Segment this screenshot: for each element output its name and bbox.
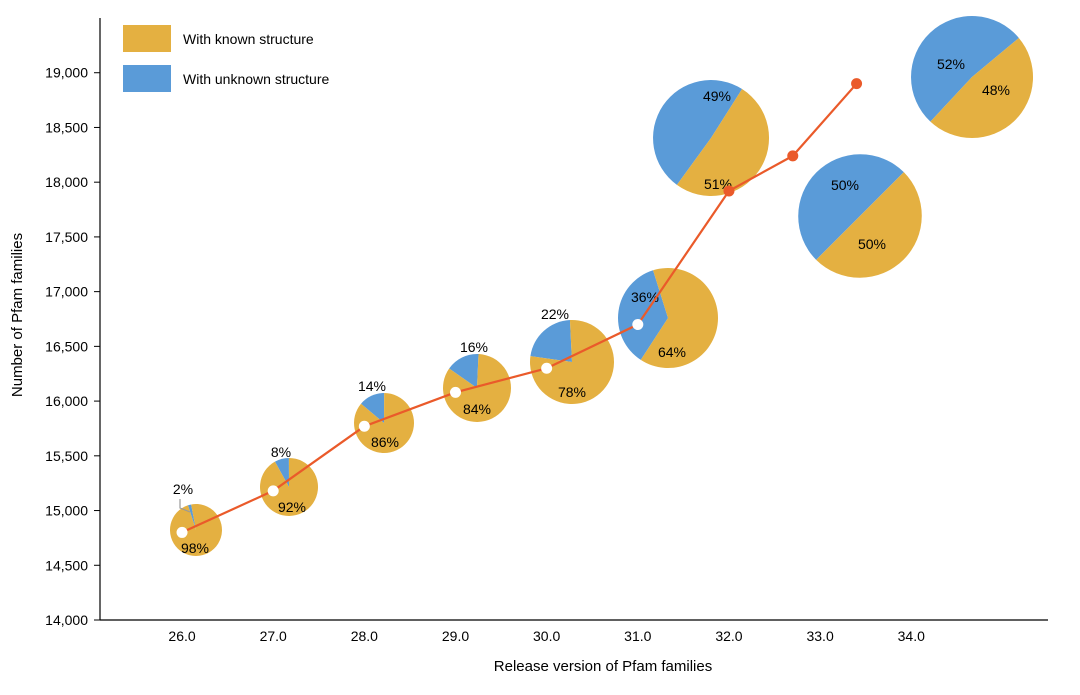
x-axis-title: Release version of Pfam families xyxy=(494,658,712,675)
pie-label-known: 64% xyxy=(658,344,686,360)
pie-slice-unknown xyxy=(653,80,743,185)
axes xyxy=(99,18,1048,621)
y-tick-label: 16,500 xyxy=(45,338,88,354)
pie-release-32.0: 51%49% xyxy=(653,80,770,197)
pie-release-31.0: 64% 36% xyxy=(618,268,719,369)
pie-release-33.0: 50% 50% xyxy=(798,154,922,278)
pie-slice-known xyxy=(676,89,770,197)
y-tick-label: 14,000 xyxy=(45,612,88,628)
pie-slice-known xyxy=(930,37,1034,139)
y-tick-label: 15,500 xyxy=(45,448,88,464)
pie-label-unknown: 14% xyxy=(358,378,386,394)
data-point xyxy=(358,420,370,432)
pie-release-28.0: 86% 14% xyxy=(354,378,415,453)
pie-slice-unknown xyxy=(274,458,289,487)
x-tick-label: 32.0 xyxy=(715,628,742,644)
legend-swatch-unknown xyxy=(123,65,171,92)
x-tick-label: 29.0 xyxy=(442,628,469,644)
data-point xyxy=(541,362,553,374)
pie-label-unknown: 50% xyxy=(831,177,859,193)
y-tick-label: 18,000 xyxy=(45,174,88,190)
pie-label-unknown: 36% xyxy=(631,289,659,305)
pie-release-34.0: 48% 52% xyxy=(911,16,1034,139)
y-tick-label: 14,500 xyxy=(45,557,88,573)
pie-label-unknown: 8% xyxy=(271,444,291,460)
x-tick-labels: 26.0 27.0 28.0 29.0 30.0 31.0 32.0 33.0 34.0 xyxy=(168,628,925,644)
pie-slice-known xyxy=(260,457,319,516)
data-point xyxy=(851,78,863,90)
y-tick-labels: 14,000 14,500 15,000 15,500 16,000 16,500 17,0… xyxy=(45,65,100,628)
y-axis-title: Number of Pfam families xyxy=(9,233,26,397)
pie-slice-unknown xyxy=(361,392,385,423)
y-tick-label: 18,500 xyxy=(45,119,88,135)
pie-slice-unknown xyxy=(530,320,572,362)
y-tick-label: 15,000 xyxy=(45,503,88,519)
pie-slice-known xyxy=(442,354,511,423)
pie-label-known: 92% xyxy=(278,499,306,515)
legend-label-unknown: With unknown structure xyxy=(183,71,329,87)
pie-label-known: 50% xyxy=(858,236,886,252)
pie-slice-known xyxy=(530,319,615,404)
pie-slice-unknown xyxy=(798,154,904,260)
pie-label-unknown: 52% xyxy=(937,56,965,72)
pie-slice-unknown xyxy=(187,504,196,530)
x-tick-label: 27.0 xyxy=(260,628,287,644)
y-tick-label: 17,500 xyxy=(45,229,88,245)
pie-label-unknown: 16% xyxy=(460,339,488,355)
x-tick-label: 26.0 xyxy=(168,628,195,644)
x-tick-label: 28.0 xyxy=(351,628,378,644)
pie-label-known: 78% xyxy=(558,384,586,400)
data-point xyxy=(723,185,735,197)
y-tick-label: 16,000 xyxy=(45,393,88,409)
legend: With known structure With unknown struct… xyxy=(123,25,329,92)
y-tick-label: 17,000 xyxy=(45,284,88,300)
pie-slice-unknown xyxy=(911,16,1019,122)
data-point xyxy=(176,526,188,538)
data-point xyxy=(267,485,279,497)
pie-slice-known xyxy=(816,172,922,278)
pie-label-known: 98% xyxy=(181,540,209,556)
pie-release-29.0: 84% 16% xyxy=(442,339,511,423)
legend-swatch-known xyxy=(123,25,171,52)
pie-layer: 98% 2% 92% 8% 86% 14% 84% 16% 78% 22% 64% 36% 51%49%… xyxy=(169,16,1034,557)
x-tick-label: 34.0 xyxy=(898,628,925,644)
data-point xyxy=(632,318,644,330)
y-tick-label: 19,000 xyxy=(45,65,88,81)
series-layer xyxy=(176,78,863,538)
x-tick-label: 33.0 xyxy=(806,628,833,644)
pie-label-unknown: 2% xyxy=(173,481,193,497)
pie-release-30.0: 78% 22% xyxy=(530,306,615,404)
pie-slice-known xyxy=(640,268,719,369)
pie-slice-known xyxy=(354,393,415,453)
pie-release-27.0: 92% 8% xyxy=(260,444,319,516)
pie-label-unknown: 49% xyxy=(703,88,731,104)
pie-leader-line xyxy=(179,499,191,513)
x-tick-label: 31.0 xyxy=(624,628,651,644)
data-point xyxy=(787,150,799,162)
x-tick-label: 30.0 xyxy=(533,628,560,644)
pie-label-known: 48% xyxy=(982,82,1010,98)
pie-slice-known xyxy=(169,504,222,557)
pie-label-known: 86% xyxy=(371,434,399,450)
pie-label-unknown: 22% xyxy=(541,306,569,322)
pie-slice-unknown xyxy=(449,354,479,388)
pie-release-26.0: 98% 2% xyxy=(169,481,222,557)
legend-label-known: With known structure xyxy=(183,31,314,47)
data-point xyxy=(450,386,461,398)
pie-label-known: 84% xyxy=(463,401,491,417)
